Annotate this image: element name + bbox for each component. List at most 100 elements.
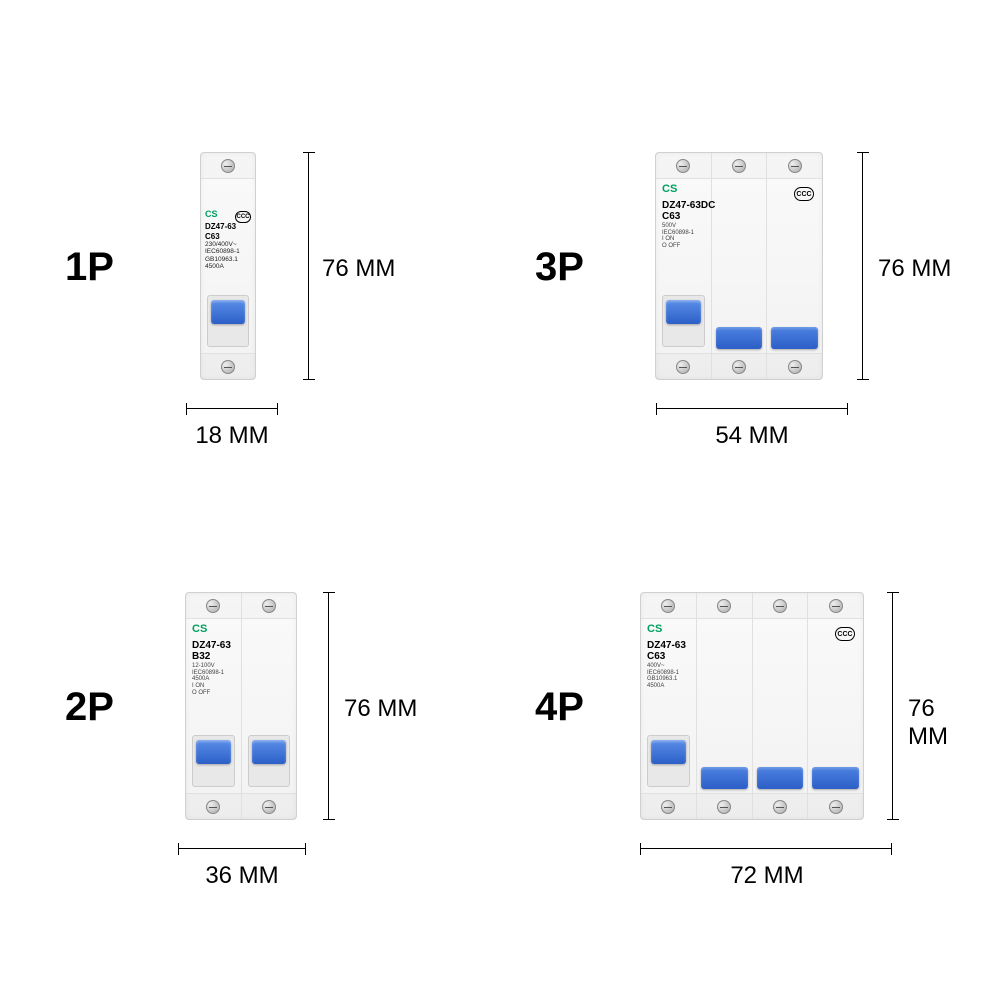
screw-icon xyxy=(262,599,276,613)
ccc-mark: CCC xyxy=(835,627,855,641)
screw-zone xyxy=(201,153,255,179)
spec-line: GB10963.1 xyxy=(647,676,686,683)
switch-handle xyxy=(666,300,701,324)
spec-line: IEC60898-1 xyxy=(192,670,231,677)
height-label-1p: 76 MM xyxy=(322,255,395,283)
height-dimension-line xyxy=(328,592,329,820)
ccc-mark: CCC xyxy=(235,211,251,223)
screw-icon xyxy=(773,800,787,814)
screw-icon xyxy=(732,159,746,173)
screw-zone xyxy=(201,353,255,379)
switch-handle xyxy=(252,740,287,764)
breaker-label-block: CS DZ47-63DC C63 500V IEC60898-1 I ON O … xyxy=(662,183,715,250)
brand-logo: CS xyxy=(192,623,231,636)
screw-icon xyxy=(661,800,675,814)
breaker-4p: CS DZ47-63 C63 400V~ IEC60898-1 GB10963.… xyxy=(640,592,864,820)
screw-icon xyxy=(788,360,802,374)
rating-text: B32 xyxy=(192,651,231,663)
spec-line: 400V~ xyxy=(647,663,686,670)
breaker-module xyxy=(808,593,863,819)
screw-icon xyxy=(773,599,787,613)
spec-line: 500V xyxy=(662,223,715,230)
breaker-1p: CS DZ47-63 C63 230/400V~ IEC60898-1 GB10… xyxy=(200,152,256,380)
switch-handle xyxy=(196,740,231,764)
screw-icon xyxy=(717,599,731,613)
screw-icon xyxy=(732,360,746,374)
screw-icon xyxy=(221,360,235,374)
spec-line: O OFF xyxy=(662,243,715,250)
breaker-module xyxy=(753,593,809,819)
breaker-3p: CS DZ47-63DC C63 500V IEC60898-1 I ON O … xyxy=(655,152,823,380)
cell-2p: 2P 76 MM 36 MM CS DZ47-63 B32 12-100V IE… xyxy=(30,500,500,940)
spec-line: I ON xyxy=(662,236,715,243)
switch-bar xyxy=(771,327,818,349)
height-dimension-line xyxy=(892,592,893,820)
screw-icon xyxy=(262,800,276,814)
breaker-label-block: CS DZ47-63 C63 400V~ IEC60898-1 GB10963.… xyxy=(647,623,686,690)
height-label-2p: 76 MM xyxy=(344,695,417,723)
breaker-module: CS DZ47-63 C63 230/400V~ IEC60898-1 GB10… xyxy=(201,153,255,379)
pole-label-2p: 2P xyxy=(65,685,114,730)
switch-handle xyxy=(211,300,245,324)
cell-1p: 1P 76 MM 18 MM CS DZ47-63 C63 230/400V~ … xyxy=(30,60,500,500)
spec-line: 4500A xyxy=(192,676,231,683)
breaker-body: CS DZ47-63 C63 230/400V~ IEC60898-1 GB10… xyxy=(201,179,255,353)
brand-logo: CS xyxy=(647,623,686,636)
screw-icon xyxy=(829,800,843,814)
breaker-label-block: CS DZ47-63 B32 12-100V IEC60898-1 4500A … xyxy=(192,623,231,697)
width-label-3p: 54 MM xyxy=(652,422,852,450)
spec-line: 12-100V xyxy=(192,663,231,670)
width-dimension-line xyxy=(640,848,892,849)
screw-icon xyxy=(661,599,675,613)
screw-icon xyxy=(829,599,843,613)
spec-line: I ON xyxy=(192,683,231,690)
screw-icon xyxy=(206,599,220,613)
spec-line: GB10963.1 xyxy=(205,256,251,263)
width-dimension-line xyxy=(178,848,306,849)
height-label-4p: 76 MM xyxy=(908,695,970,751)
screw-icon xyxy=(717,800,731,814)
cell-4p: 4P 76 MM 72 MM CS DZ47-63 C63 400V~ IEC6… xyxy=(500,500,970,940)
width-dimension-line xyxy=(656,408,848,409)
spec-line: 4500A xyxy=(647,683,686,690)
screw-icon xyxy=(676,360,690,374)
width-label-4p: 72 MM xyxy=(667,862,867,890)
breaker-module xyxy=(697,593,753,819)
pole-label-3p: 3P xyxy=(535,245,584,290)
switch-slot xyxy=(207,295,249,347)
switch-bar xyxy=(757,767,804,789)
width-label-1p: 18 MM xyxy=(132,422,332,450)
cell-3p: 3P 76 MM 54 MM CS DZ47-63DC C63 500V IEC… xyxy=(500,60,970,500)
spec-line: IEC60898-1 xyxy=(205,248,251,255)
breaker-module xyxy=(767,153,822,379)
model-text: DZ47-63 xyxy=(647,640,686,652)
switch-bar xyxy=(812,767,859,789)
switch-bar xyxy=(716,327,763,349)
ccc-mark: CCC xyxy=(794,187,814,201)
spec-line: IEC60898-1 xyxy=(662,230,715,237)
screw-icon xyxy=(206,800,220,814)
switch-bar xyxy=(701,767,748,789)
width-dimension-line xyxy=(186,408,278,409)
rating-text: C63 xyxy=(647,651,686,663)
spec-line: 4500A xyxy=(205,263,251,270)
brand-logo: CS xyxy=(662,183,715,196)
screw-icon xyxy=(676,159,690,173)
breaker-module xyxy=(242,593,297,819)
model-text: DZ47-63DC xyxy=(662,200,715,212)
breaker-module xyxy=(712,153,768,379)
screw-icon xyxy=(221,159,235,173)
model-text: DZ47-63 xyxy=(192,640,231,652)
height-label-3p: 76 MM xyxy=(878,255,951,283)
rating-text: C63 xyxy=(662,211,715,223)
pole-label-1p: 1P xyxy=(65,245,114,290)
switch-handle xyxy=(651,740,686,764)
height-dimension-line xyxy=(308,152,309,380)
model-text: DZ47-63 xyxy=(205,222,251,231)
spec-line: IEC60898-1 xyxy=(647,670,686,677)
pole-label-4p: 4P xyxy=(535,685,584,730)
width-label-2p: 36 MM xyxy=(142,862,342,890)
spec-line: 230/400V~ xyxy=(205,241,251,248)
screw-icon xyxy=(788,159,802,173)
rating-text: C63 xyxy=(205,232,251,241)
